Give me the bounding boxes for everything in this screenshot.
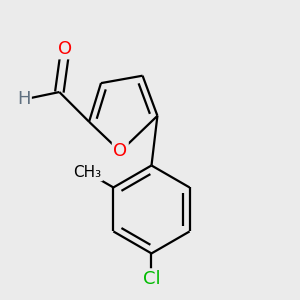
Text: CH₃: CH₃ [74,165,102,180]
Text: Cl: Cl [143,270,160,288]
Text: O: O [113,142,127,160]
Text: H: H [17,91,30,109]
Text: O: O [58,40,72,58]
